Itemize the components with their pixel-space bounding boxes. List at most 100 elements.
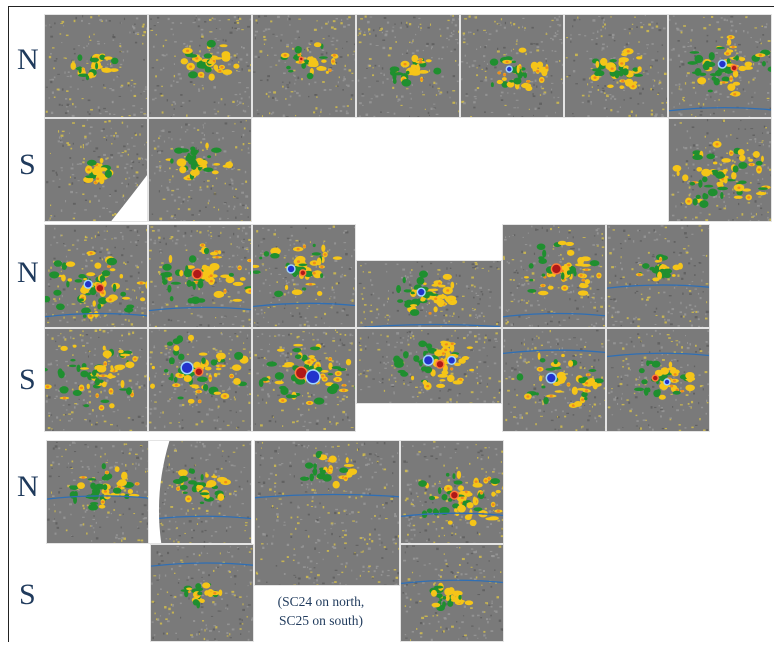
- caption-line-2: SC25 on south): [278, 613, 363, 628]
- magnetogram-panel: [356, 328, 502, 404]
- off-disk-region: [149, 441, 170, 543]
- magnetogram-image: [45, 225, 147, 327]
- magnetogram-image: [565, 15, 667, 117]
- sunspot-core: [95, 283, 105, 293]
- sunspot-core: [550, 263, 562, 275]
- sunspot-core: [191, 268, 203, 280]
- magnetogram-panel: [460, 14, 564, 118]
- magnetogram-image: [45, 329, 147, 431]
- south-label-row2: S: [19, 363, 36, 396]
- caption-line-1: (SC24 on north,: [277, 594, 365, 609]
- magnetogram-image: [255, 441, 399, 585]
- magnetogram-panel: [502, 328, 606, 432]
- magnetogram-panel: [44, 328, 148, 432]
- magnetogram-panel: [356, 260, 502, 328]
- equator-line: [358, 323, 500, 327]
- equator-line: [149, 306, 251, 312]
- magnetogram-panel: [400, 544, 504, 642]
- magnetogram-image: [149, 120, 251, 221]
- sunspot-core: [447, 355, 457, 365]
- magnetogram-panel: [148, 118, 252, 222]
- sunspot-core: [545, 372, 557, 384]
- equator-line: [503, 349, 605, 355]
- magnetogram-image: [358, 329, 501, 403]
- magnetogram-panel: [356, 14, 460, 118]
- magnetogram-panel: [564, 14, 668, 118]
- sunspot-core: [717, 59, 728, 69]
- magnetogram-panel: [252, 224, 356, 328]
- magnetogram-image: [503, 225, 605, 327]
- equator-line: [401, 579, 503, 585]
- magnetogram-image: [254, 329, 355, 431]
- magnetogram-image: [47, 441, 149, 543]
- sunspot-core: [505, 65, 513, 73]
- sunspot-core: [180, 361, 194, 375]
- sunspot-core: [83, 279, 93, 289]
- magnetogram-image: [46, 119, 147, 221]
- magnetogram-image: [670, 119, 771, 221]
- magnetogram-image: [149, 441, 251, 543]
- magnetogram-panel: [150, 544, 254, 642]
- cycle-caption: (SC24 on north, SC25 on south): [264, 592, 378, 630]
- sunspot-core: [449, 490, 460, 500]
- magnetogram-image: [357, 15, 459, 117]
- magnetogram-panel: [148, 224, 252, 328]
- magnetogram-panel: [44, 14, 148, 118]
- sunspot-core: [194, 367, 204, 377]
- equator-line: [47, 495, 149, 500]
- equator-line: [253, 302, 355, 308]
- magnetogram-image: [607, 225, 709, 327]
- magnetogram-image: [151, 545, 253, 641]
- magnetogram-panel: [668, 14, 772, 118]
- equator-line: [607, 352, 709, 358]
- north-label-row1: N: [17, 43, 39, 76]
- magnetogram-panel: [502, 224, 606, 328]
- magnetogram-image: [401, 441, 503, 543]
- sunspot-core: [422, 354, 434, 366]
- magnetogram-panel: [252, 328, 356, 432]
- magnetogram-image: [149, 329, 251, 431]
- magnetogram-panel: [148, 328, 252, 432]
- magnetogram-panel: [400, 440, 504, 544]
- magnetogram-panel: [44, 224, 148, 328]
- south-label-row1: S: [19, 148, 36, 181]
- magnetogram-image: [253, 15, 355, 117]
- equator-line: [149, 515, 251, 521]
- sunspot-core: [416, 287, 426, 297]
- off-disk-region: [111, 175, 147, 221]
- magnetogram-image: [358, 261, 501, 327]
- magnetogram-image: [461, 15, 563, 117]
- magnetogram-panel: [46, 440, 150, 544]
- magnetogram-image: [45, 15, 147, 117]
- north-label-row3: N: [17, 470, 39, 503]
- magnetogram-panel: [44, 118, 148, 222]
- equator-line: [669, 106, 771, 112]
- sunspot-core: [435, 359, 445, 369]
- magnetogram-image: [149, 15, 251, 117]
- equator-line: [607, 284, 709, 289]
- magnetogram-panel: [668, 118, 772, 222]
- equator-line: [255, 493, 399, 499]
- magnetogram-image: [253, 225, 355, 327]
- magnetogram-panel: [606, 224, 710, 328]
- magnetogram-image: [607, 329, 709, 431]
- north-label-row2: N: [17, 256, 39, 289]
- sunspot-core: [298, 56, 304, 62]
- sunspot-core: [305, 369, 321, 385]
- magnetogram-panel: [148, 440, 252, 544]
- sunspot-core: [286, 264, 296, 274]
- sunspot-core: [730, 64, 738, 72]
- equator-line: [45, 312, 147, 318]
- magnetogram-panel: [252, 14, 356, 118]
- sunspot-core: [663, 378, 671, 386]
- magnetogram-image: [669, 15, 771, 117]
- sunspot-core: [299, 269, 307, 277]
- magnetogram-image: [149, 225, 251, 327]
- magnetogram-image: [503, 329, 605, 431]
- sunspot-core: [651, 374, 659, 382]
- figure-frame: [8, 6, 774, 642]
- south-label-row3: S: [19, 578, 36, 611]
- magnetogram-panel: [606, 328, 710, 432]
- equator-line: [151, 562, 253, 567]
- magnetogram-panel: [254, 440, 400, 586]
